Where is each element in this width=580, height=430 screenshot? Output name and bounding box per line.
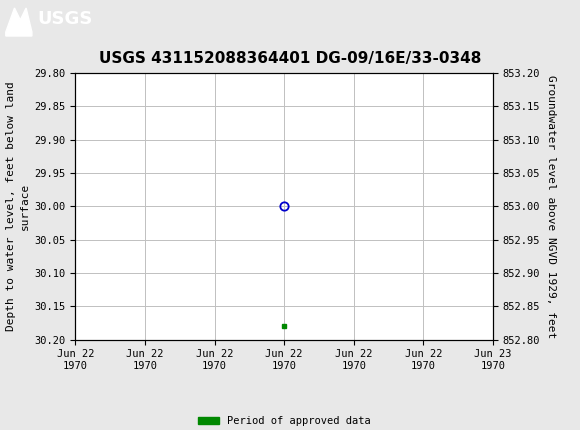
Y-axis label: Groundwater level above NGVD 1929, feet: Groundwater level above NGVD 1929, feet [546,75,556,338]
Y-axis label: Depth to water level, feet below land
surface: Depth to water level, feet below land su… [6,82,30,331]
Text: USGS: USGS [38,10,93,28]
Legend: Period of approved data: Period of approved data [194,412,375,430]
Polygon shape [6,8,32,36]
Text: USGS 431152088364401 DG-09/16E/33-0348: USGS 431152088364401 DG-09/16E/33-0348 [99,51,481,66]
